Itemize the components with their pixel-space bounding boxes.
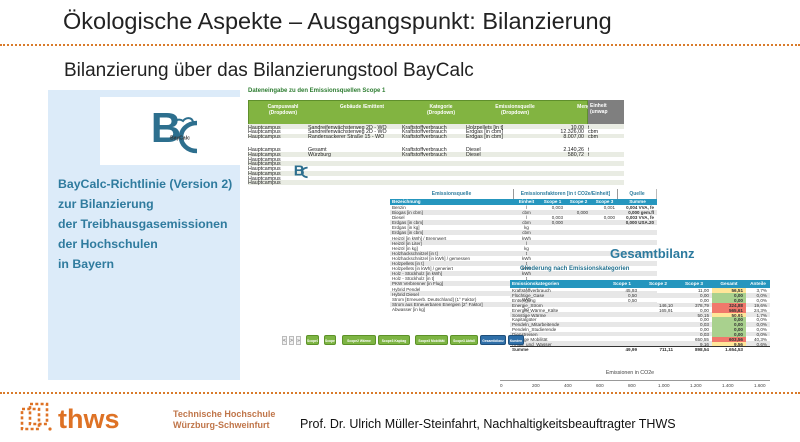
svg-text:B: B (151, 104, 181, 151)
svg-text:B: B (294, 162, 305, 179)
svg-text:Technische Hochschule: Technische Hochschule (173, 409, 275, 419)
svg-text:Würzburg-Schweinfurt: Würzburg-Schweinfurt (173, 420, 270, 430)
svg-text:BayCalc: BayCalc (170, 136, 190, 142)
svg-text:thws: thws (58, 404, 120, 434)
